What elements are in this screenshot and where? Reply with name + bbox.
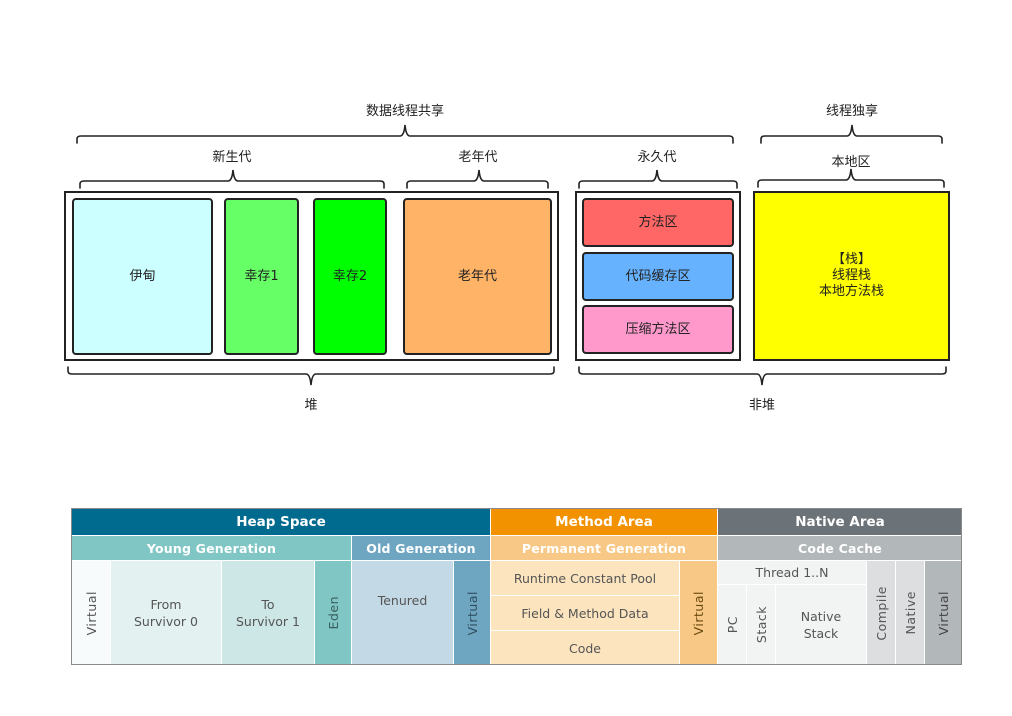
compress-label: 压缩方法区 xyxy=(625,321,691,337)
old-label: 老年代 xyxy=(458,150,498,165)
survivor2-box: 幸存2 xyxy=(313,198,387,355)
method-area-title: Method Area xyxy=(555,513,653,530)
native-label: Native xyxy=(902,591,918,635)
brace-lines xyxy=(67,124,947,386)
compile-label: Compile xyxy=(873,585,889,641)
old-box-label: 老年代 xyxy=(457,268,497,284)
heap-space-title: Heap Space xyxy=(236,513,326,530)
native-virtual-label: Virtual xyxy=(936,590,951,636)
method-area-box: 方法区 xyxy=(582,198,734,247)
code-cache-subheader: Code Cache xyxy=(718,536,961,561)
method-area-header: Method Area xyxy=(491,509,718,536)
young-virtual-cell: Virtual xyxy=(72,561,111,664)
old-generation-title: Old Generation xyxy=(366,540,476,556)
method-virtual-cell: Virtual xyxy=(680,561,718,664)
field-method-data-cell: Field & Method Data xyxy=(491,596,680,631)
stack-line1: 【栈】 xyxy=(831,252,871,267)
field-method-data-label: Field & Method Data xyxy=(521,605,649,621)
native-stack-line2: Stack xyxy=(803,626,839,641)
stack-cell: Stack xyxy=(747,585,776,664)
method-area-label: 方法区 xyxy=(638,214,678,230)
private-brace xyxy=(760,124,943,144)
eden-cell: Eden xyxy=(315,561,352,664)
native-stack-cell: Native Stack xyxy=(776,585,867,664)
code-cell: Code xyxy=(491,631,680,664)
native-area-title: Native Area xyxy=(795,513,885,530)
from-survivor-line2: Survivor 0 xyxy=(134,614,198,629)
stack-label: Stack xyxy=(753,606,769,644)
pc-cell: PC xyxy=(718,585,747,664)
survivor1-box: 幸存1 xyxy=(224,198,299,355)
stack-line3: 本地方法栈 xyxy=(818,284,884,299)
old-virtual-label: Virtual xyxy=(464,590,480,636)
young-virtual-label: Virtual xyxy=(83,590,99,636)
runtime-constant-pool-label: Runtime Constant Pool xyxy=(513,570,657,586)
jvm-memory-table: Heap Space Method Area Native Area Young… xyxy=(71,508,962,665)
nonheap-label: 非堆 xyxy=(748,398,776,413)
native-label: 本地区 xyxy=(831,155,871,170)
permanent-generation-title: Permanent Generation xyxy=(521,540,687,556)
shared-label: 数据线程共享 xyxy=(365,104,445,119)
native-cell: Native xyxy=(896,561,925,664)
shared-brace xyxy=(76,124,734,144)
old-box: 老年代 xyxy=(403,198,552,355)
native-brace xyxy=(757,168,945,188)
survivor2-box-label: 幸存2 xyxy=(332,268,368,284)
thread-cell: Thread 1..N xyxy=(718,561,867,585)
young-generation-title: Young Generation xyxy=(146,540,277,556)
code-cache-title: Code Cache xyxy=(798,540,882,556)
private-label: 线程独享 xyxy=(825,104,879,119)
heap-label: 堆 xyxy=(304,398,318,413)
code-cache-box: 代码缓存区 xyxy=(582,252,734,301)
thread-label: Thread 1..N xyxy=(755,565,829,580)
old-brace xyxy=(406,169,549,189)
eden-label: Eden xyxy=(325,596,341,630)
heap-brace xyxy=(67,366,555,386)
to-survivor-cell: To Survivor 1 xyxy=(222,561,315,664)
young-brace xyxy=(79,169,385,189)
code-label: Code xyxy=(568,640,601,656)
old-generation-subheader: Old Generation xyxy=(352,536,491,561)
perm-brace xyxy=(578,169,738,189)
native-area-header: Native Area xyxy=(718,509,961,536)
perm-label: 永久代 xyxy=(637,150,677,165)
young-label: 新生代 xyxy=(212,150,252,165)
compress-box: 压缩方法区 xyxy=(582,305,734,354)
young-generation-subheader: Young Generation xyxy=(72,536,352,561)
to-survivor-line1: To xyxy=(261,597,275,612)
compile-cell: Compile xyxy=(867,561,896,664)
tenured-label: Tenured xyxy=(377,593,428,608)
runtime-constant-pool-cell: Runtime Constant Pool xyxy=(491,561,680,596)
nonheap-brace xyxy=(578,366,947,386)
survivor1-box-label: 幸存1 xyxy=(244,268,279,284)
eden-box-label: 伊甸 xyxy=(129,268,156,284)
code-cache-label: 代码缓存区 xyxy=(625,268,691,284)
from-survivor-cell: From Survivor 0 xyxy=(111,561,222,664)
stack-box: 【栈】 线程栈 本地方法栈 xyxy=(753,191,950,361)
eden-box: 伊甸 xyxy=(72,198,213,355)
old-virtual-cell: Virtual xyxy=(454,561,491,664)
to-survivor-line2: Survivor 1 xyxy=(236,614,300,629)
method-virtual-label: Virtual xyxy=(691,590,706,636)
from-survivor-line1: From xyxy=(150,597,182,612)
permanent-generation-subheader: Permanent Generation xyxy=(491,536,718,561)
native-stack-line1: Native xyxy=(800,609,842,624)
stack-line2: 线程栈 xyxy=(831,268,871,283)
heap-space-header: Heap Space xyxy=(72,509,491,536)
tenured-cell: Tenured xyxy=(352,561,454,664)
native-virtual-cell: Virtual xyxy=(925,561,961,664)
pc-label: PC xyxy=(724,616,740,634)
